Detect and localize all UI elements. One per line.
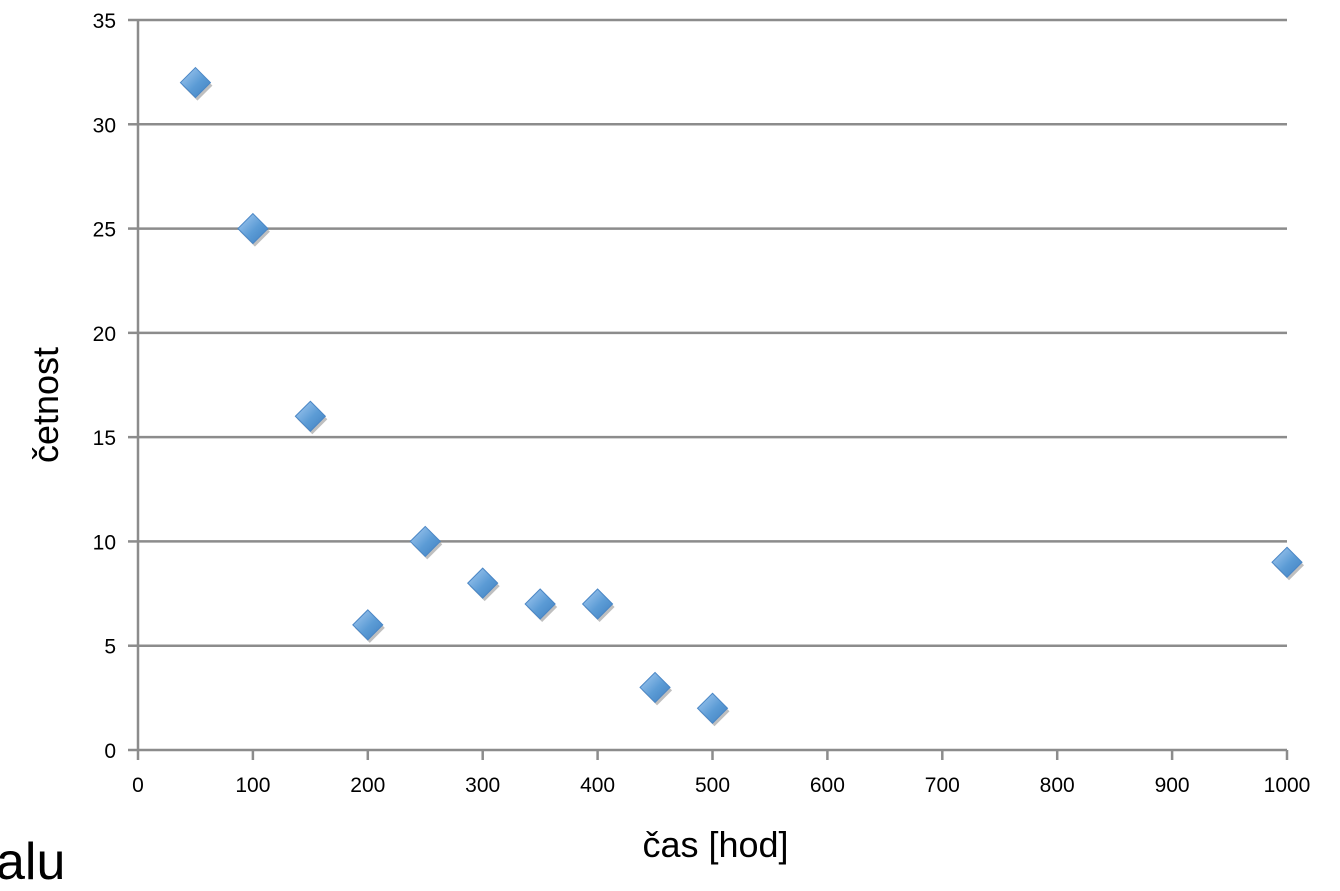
data-point bbox=[352, 609, 384, 641]
tick-labels: 0 5 10 15 20 25 30 35 0 100 200 300 400 500 600 700 800 9… bbox=[93, 10, 1311, 797]
y-axis-title: četnost bbox=[25, 347, 66, 463]
y-tick-label: 15 bbox=[93, 427, 116, 450]
data-point bbox=[237, 212, 269, 245]
x-tick-label: 600 bbox=[810, 774, 845, 797]
data-points bbox=[179, 66, 1304, 727]
y-tick-label: 5 bbox=[104, 636, 116, 659]
data-point bbox=[581, 588, 614, 620]
data-point bbox=[696, 692, 729, 724]
y-tick-label: 10 bbox=[93, 531, 116, 554]
data-point bbox=[524, 588, 556, 620]
data-point bbox=[294, 400, 327, 432]
y-tick-label: 20 bbox=[93, 323, 116, 346]
x-axis-title: čas [hod] bbox=[642, 824, 788, 865]
grid-lines bbox=[138, 18, 1287, 647]
x-tick-label: 200 bbox=[350, 774, 385, 797]
x-tick-label: 700 bbox=[925, 774, 960, 797]
x-tick-label: 400 bbox=[580, 774, 615, 797]
data-point bbox=[1271, 546, 1303, 578]
x-tick-label: 1000 bbox=[1264, 774, 1311, 797]
data-point bbox=[179, 66, 212, 99]
x-tick-label: 300 bbox=[465, 774, 500, 797]
cropped-heading-text: alu bbox=[0, 833, 66, 891]
y-tick-label: 30 bbox=[93, 114, 116, 137]
scatter-chart: 0 5 10 15 20 25 30 35 0 100 200 300 400 500 600 700 800 9… bbox=[25, 10, 1311, 865]
data-point bbox=[466, 567, 499, 599]
x-tick-label: 900 bbox=[1155, 774, 1190, 797]
y-tick-label: 0 bbox=[104, 740, 116, 763]
y-tick-label: 25 bbox=[93, 219, 116, 242]
x-tick-label: 800 bbox=[1040, 774, 1075, 797]
x-tick-label: 500 bbox=[695, 774, 730, 797]
y-tick-label: 35 bbox=[93, 10, 116, 33]
x-tick-label: 0 bbox=[132, 774, 144, 797]
data-point bbox=[639, 671, 671, 704]
x-tick-label: 100 bbox=[235, 774, 270, 797]
axes bbox=[128, 18, 1289, 760]
data-point bbox=[409, 525, 441, 558]
